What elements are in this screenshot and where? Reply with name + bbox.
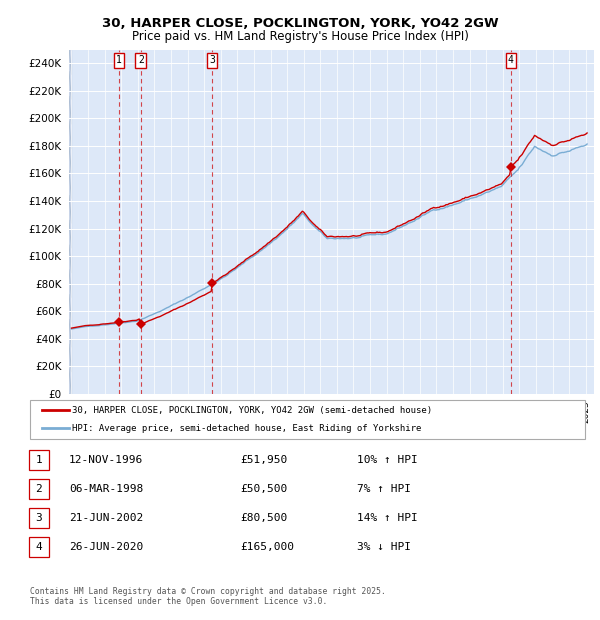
Text: 06-MAR-1998: 06-MAR-1998: [69, 484, 143, 494]
Text: 4: 4: [508, 55, 514, 65]
Text: 3: 3: [209, 55, 215, 65]
Text: 21-JUN-2002: 21-JUN-2002: [69, 513, 143, 523]
Text: 30, HARPER CLOSE, POCKLINGTON, YORK, YO42 2GW: 30, HARPER CLOSE, POCKLINGTON, YORK, YO4…: [101, 17, 499, 30]
Text: 2: 2: [138, 55, 144, 65]
Text: Contains HM Land Registry data © Crown copyright and database right 2025.
This d: Contains HM Land Registry data © Crown c…: [30, 587, 386, 606]
Text: 2: 2: [35, 484, 43, 494]
Text: HPI: Average price, semi-detached house, East Riding of Yorkshire: HPI: Average price, semi-detached house,…: [72, 424, 421, 433]
Text: Price paid vs. HM Land Registry's House Price Index (HPI): Price paid vs. HM Land Registry's House …: [131, 30, 469, 43]
Text: 4: 4: [35, 542, 43, 552]
Text: 10% ↑ HPI: 10% ↑ HPI: [357, 454, 418, 465]
Text: £51,950: £51,950: [240, 454, 287, 465]
Bar: [69, 50, 71, 394]
Text: 14% ↑ HPI: 14% ↑ HPI: [357, 513, 418, 523]
Text: 1: 1: [116, 55, 122, 65]
Text: 30, HARPER CLOSE, POCKLINGTON, YORK, YO42 2GW (semi-detached house): 30, HARPER CLOSE, POCKLINGTON, YORK, YO4…: [72, 406, 432, 415]
Text: £165,000: £165,000: [240, 542, 294, 552]
Text: 3% ↓ HPI: 3% ↓ HPI: [357, 542, 411, 552]
Text: 1: 1: [35, 454, 43, 465]
Text: 26-JUN-2020: 26-JUN-2020: [69, 542, 143, 552]
Text: £50,500: £50,500: [240, 484, 287, 494]
Text: 3: 3: [35, 513, 43, 523]
Text: 7% ↑ HPI: 7% ↑ HPI: [357, 484, 411, 494]
Text: £80,500: £80,500: [240, 513, 287, 523]
Text: 12-NOV-1996: 12-NOV-1996: [69, 454, 143, 465]
